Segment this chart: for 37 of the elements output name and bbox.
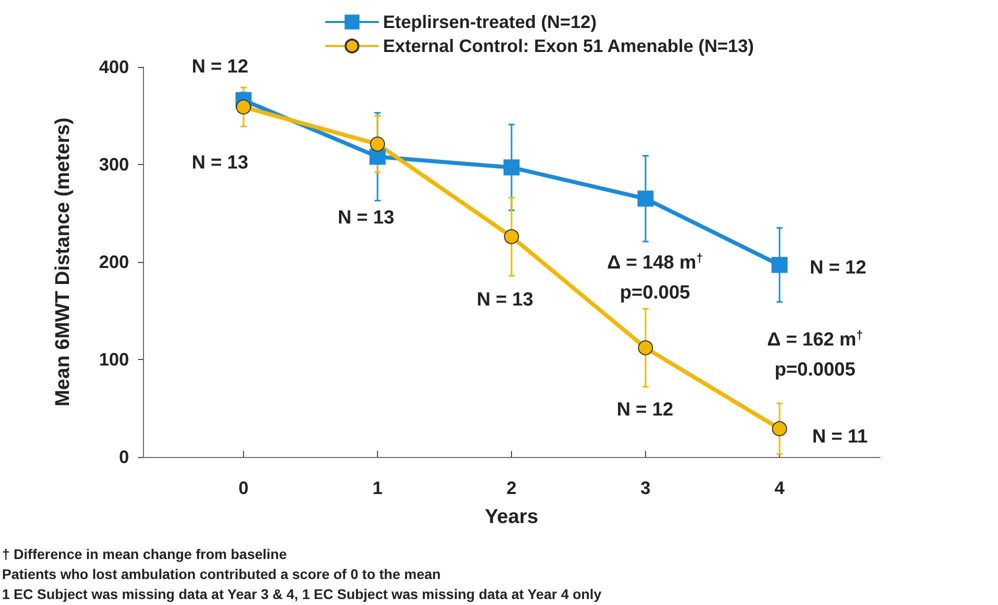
legend-label: External Control: Exon 51 Amenable (N=13): [383, 36, 754, 56]
annotation: N = 12: [616, 400, 674, 420]
annotation: N = 13: [192, 152, 248, 174]
point: [638, 340, 653, 356]
text: Patients who lost ambulation contributed a score of 0 to the mean: [2, 566, 441, 582]
point: [772, 256, 788, 273]
y-tick-label: 300: [98, 154, 129, 174]
point: [638, 190, 654, 207]
x-tick-label: 4: [774, 478, 785, 498]
annotation: N = 12: [810, 258, 866, 278]
y-axis-title: Mean 6MWT Distance (meters): [52, 118, 74, 406]
x-tick-label: 3: [640, 478, 651, 498]
point: [504, 229, 519, 244]
x-tick-label: 1: [372, 478, 383, 498]
y-tick-label: 200: [98, 252, 129, 272]
annotation: p=0.005: [620, 282, 691, 304]
annotation: N = 13: [338, 208, 394, 228]
point: [504, 159, 520, 176]
point: [370, 136, 385, 152]
y-tick-label: 100: [98, 350, 129, 370]
point: [236, 99, 251, 114]
point: [370, 148, 386, 165]
annotation: N = 12: [192, 56, 248, 78]
text: 1 EC Subject was missing data at Year 3 & 4, 1 EC Subject was missing data at Year 4 only: [2, 586, 602, 602]
annotation: Δ = 162 m†: [767, 328, 863, 350]
x-tick-label: 2: [506, 478, 517, 498]
y-tick-label: 0: [118, 447, 129, 467]
text: † Difference in mean change from baseline: [2, 546, 287, 562]
x-axis-title: Years: [484, 506, 538, 528]
y-tick-label: 400: [98, 57, 129, 77]
annotation: N = 13: [476, 290, 534, 310]
x-tick-label: 0: [238, 478, 249, 498]
legend-label: Eteplirsen-treated (N=12): [383, 12, 597, 32]
point: [772, 421, 787, 436]
annotation: p=0.0005: [774, 360, 856, 380]
annotation: Δ = 148 m†: [607, 251, 703, 274]
annotation: N = 11: [812, 426, 868, 448]
